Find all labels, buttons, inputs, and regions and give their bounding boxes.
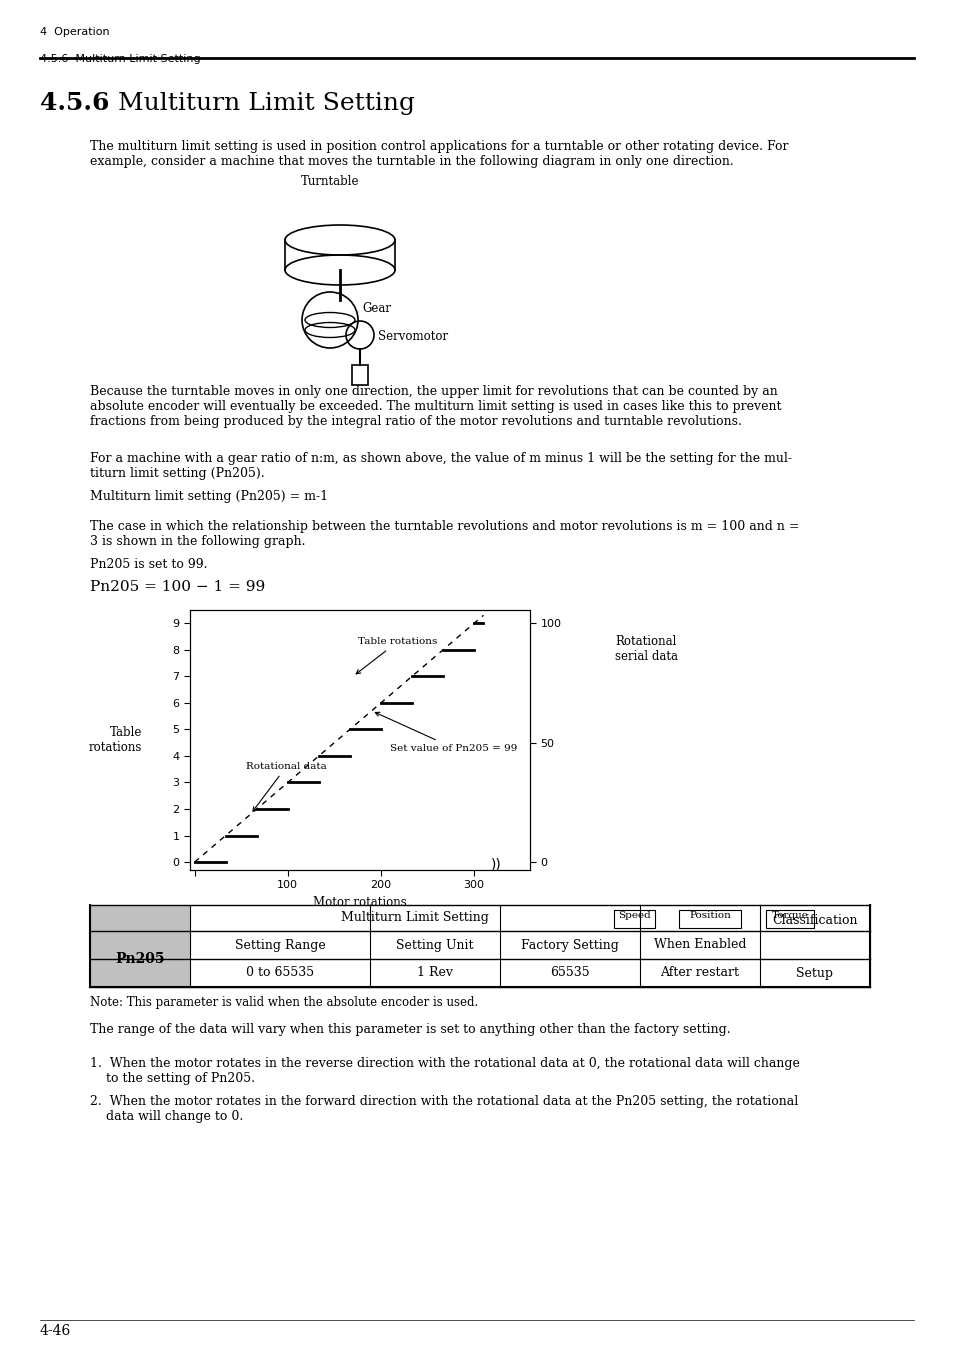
Text: 4  Operation: 4 Operation bbox=[40, 27, 110, 36]
Text: The multiturn limit setting is used in position control applications for a turnt: The multiturn limit setting is used in p… bbox=[90, 140, 788, 167]
Text: 4.5.6: 4.5.6 bbox=[40, 90, 110, 115]
Text: Table
rotations: Table rotations bbox=[89, 726, 142, 755]
Text: Set value of Pn205 = 99: Set value of Pn205 = 99 bbox=[375, 713, 517, 752]
Text: Table rotations: Table rotations bbox=[355, 637, 436, 674]
Text: 0 to 65535: 0 to 65535 bbox=[246, 967, 314, 980]
Text: Classification: Classification bbox=[771, 914, 857, 927]
Text: Pn205 is set to 99.: Pn205 is set to 99. bbox=[90, 558, 208, 571]
Text: Pn205: Pn205 bbox=[115, 952, 165, 967]
Text: After restart: After restart bbox=[659, 967, 739, 980]
Text: Factory Setting: Factory Setting bbox=[520, 938, 618, 952]
Text: Because the turntable moves in only one direction, the upper limit for revolutio: Because the turntable moves in only one … bbox=[90, 385, 781, 428]
Text: Setup: Setup bbox=[796, 967, 833, 980]
Text: Gear: Gear bbox=[361, 302, 391, 315]
Text: Turntable: Turntable bbox=[300, 176, 359, 188]
Text: When Enabled: When Enabled bbox=[653, 938, 745, 952]
Text: 1 Rev: 1 Rev bbox=[416, 967, 453, 980]
Text: Speed: Speed bbox=[618, 910, 651, 919]
Text: Servomotor: Servomotor bbox=[377, 329, 448, 343]
Text: Multiturn Limit Setting: Multiturn Limit Setting bbox=[118, 92, 415, 115]
FancyBboxPatch shape bbox=[765, 910, 813, 927]
Text: )): )) bbox=[491, 857, 501, 871]
Text: Position: Position bbox=[688, 910, 730, 919]
Bar bbox=[90, 904, 190, 987]
Text: 4.5.6  Multiturn Limit Setting: 4.5.6 Multiturn Limit Setting bbox=[40, 54, 200, 63]
Text: Rotational
serial data: Rotational serial data bbox=[615, 634, 678, 663]
Text: Rotational data: Rotational data bbox=[246, 763, 326, 811]
Text: Multiturn limit setting (Pn205) = m-1: Multiturn limit setting (Pn205) = m-1 bbox=[90, 490, 328, 504]
Text: 2.  When the motor rotates in the forward direction with the rotational data at : 2. When the motor rotates in the forward… bbox=[90, 1095, 798, 1123]
Text: Setting Range: Setting Range bbox=[234, 938, 325, 952]
Text: 4-46: 4-46 bbox=[40, 1324, 71, 1338]
FancyBboxPatch shape bbox=[679, 910, 740, 927]
Text: Torque: Torque bbox=[771, 910, 807, 919]
Text: Setting Unit: Setting Unit bbox=[395, 938, 474, 952]
Text: The range of the data will vary when this parameter is set to anything other tha: The range of the data will vary when thi… bbox=[90, 1023, 730, 1035]
Text: Multiturn Limit Setting: Multiturn Limit Setting bbox=[341, 911, 489, 925]
Text: 65535: 65535 bbox=[550, 967, 589, 980]
Text: Pn205 = 100 − 1 = 99: Pn205 = 100 − 1 = 99 bbox=[90, 580, 265, 594]
FancyBboxPatch shape bbox=[614, 910, 655, 927]
Text: The case in which the relationship between the turntable revolutions and motor r: The case in which the relationship betwe… bbox=[90, 520, 799, 548]
Text: Note: This parameter is valid when the absolute encoder is used.: Note: This parameter is valid when the a… bbox=[90, 996, 477, 1008]
X-axis label: Motor rotations: Motor rotations bbox=[313, 896, 406, 909]
Text: 1.  When the motor rotates in the reverse direction with the rotational data at : 1. When the motor rotates in the reverse… bbox=[90, 1057, 799, 1085]
Text: For a machine with a gear ratio of n:m, as shown above, the value of m minus 1 w: For a machine with a gear ratio of n:m, … bbox=[90, 452, 791, 481]
